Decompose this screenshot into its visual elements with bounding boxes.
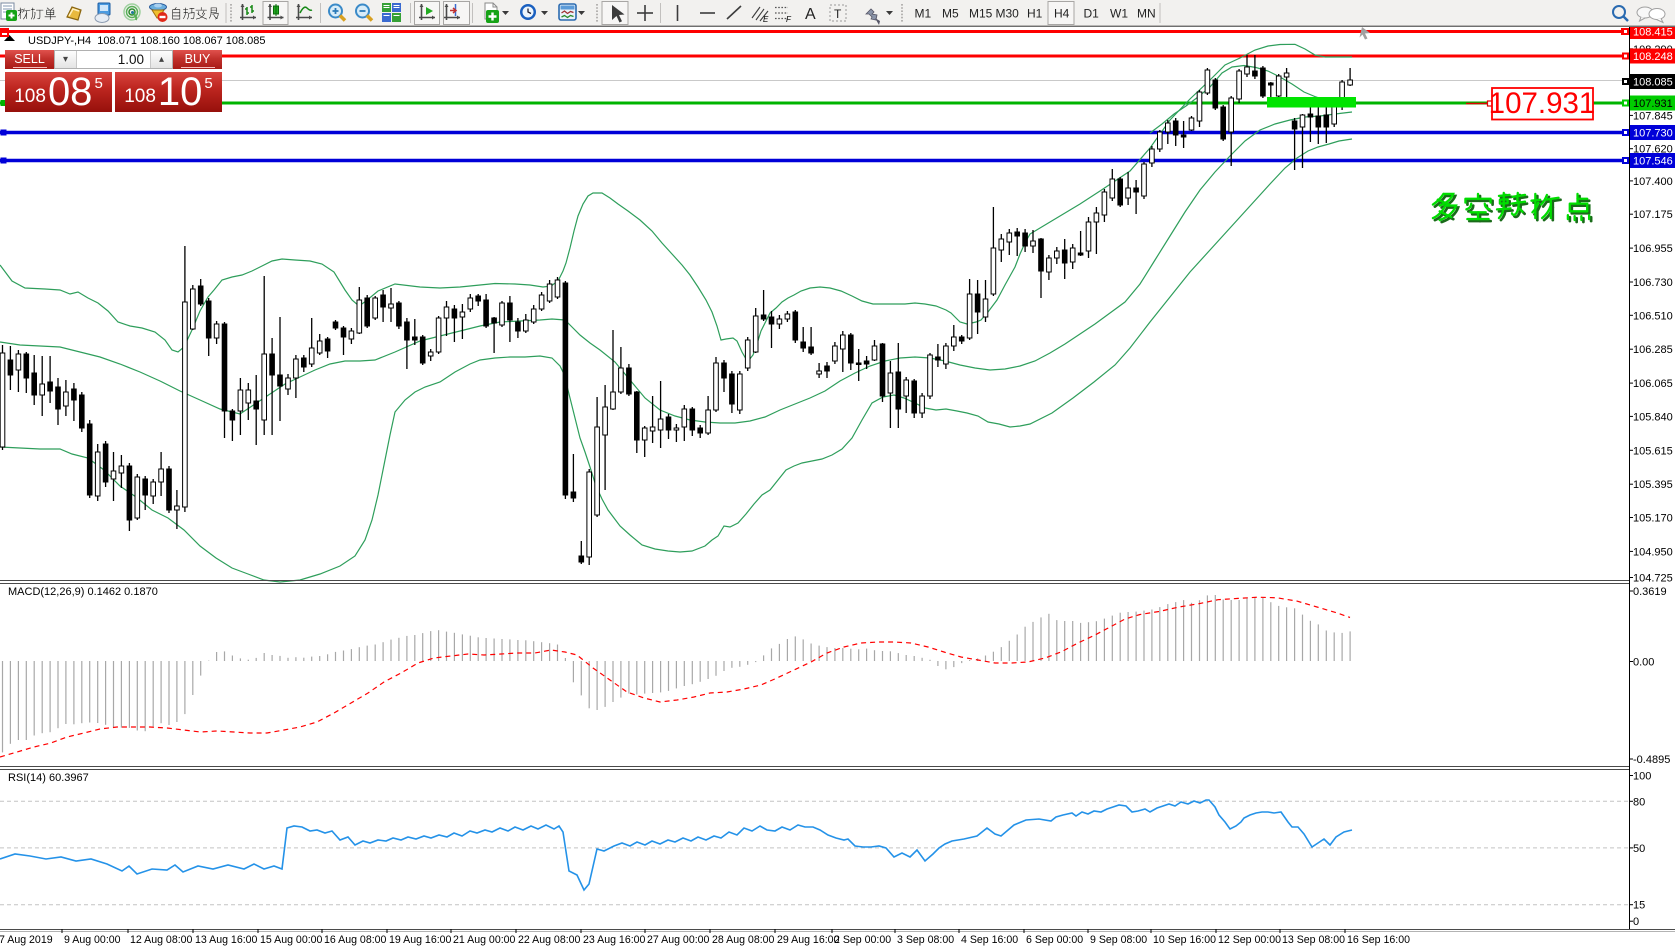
svg-text:0.3619: 0.3619 [1633, 586, 1667, 598]
svg-text:108.415: 108.415 [1633, 27, 1673, 39]
svg-text:-0.4895: -0.4895 [1633, 754, 1670, 766]
svg-text:H1: H1 [1027, 7, 1043, 21]
svg-text:105.840: 105.840 [1633, 411, 1673, 423]
svg-text:100: 100 [1633, 771, 1651, 783]
svg-text:MN: MN [1137, 7, 1156, 21]
svg-text:M5: M5 [942, 7, 959, 21]
svg-text:104.725: 104.725 [1633, 573, 1673, 585]
svg-text:6 Sep 00:00: 6 Sep 00:00 [1026, 934, 1083, 946]
svg-text:M30: M30 [996, 7, 1020, 21]
svg-text:29 Aug 16:00: 29 Aug 16:00 [777, 934, 840, 946]
svg-text:4 Sep 16:00: 4 Sep 16:00 [961, 934, 1018, 946]
svg-text:T: T [834, 7, 842, 21]
svg-text:7 Aug 2019: 7 Aug 2019 [0, 934, 53, 946]
svg-text:USDJPY-,H4 108.071 108.160 10: USDJPY-,H4 108.071 108.160 108.067 108.0… [28, 35, 266, 47]
svg-text:13 Sep 08:00: 13 Sep 08:00 [1282, 934, 1345, 946]
svg-text:107.931: 107.931 [1489, 87, 1596, 120]
svg-text:21 Aug 00:00: 21 Aug 00:00 [453, 934, 516, 946]
svg-text:0: 0 [1633, 916, 1639, 928]
svg-text:105.615: 105.615 [1633, 445, 1673, 457]
svg-text:106.955: 106.955 [1633, 243, 1673, 255]
svg-text:23 Aug 16:00: 23 Aug 16:00 [583, 934, 646, 946]
svg-text:W1: W1 [1110, 7, 1128, 21]
svg-text:107.400: 107.400 [1633, 176, 1673, 188]
svg-text:106.065: 106.065 [1633, 378, 1673, 390]
svg-text:0.00: 0.00 [1633, 657, 1654, 669]
svg-text:MACD(12,26,9) 0.1462 0.1870: MACD(12,26,9) 0.1462 0.1870 [8, 586, 158, 598]
svg-text:106.510: 106.510 [1633, 310, 1673, 322]
svg-text:106.285: 106.285 [1633, 344, 1673, 356]
svg-text:E: E [763, 15, 769, 24]
svg-text:107.730: 107.730 [1633, 128, 1673, 140]
svg-text:RSI(14) 60.3967: RSI(14) 60.3967 [8, 772, 89, 784]
svg-text:22 Aug 08:00: 22 Aug 08:00 [518, 934, 581, 946]
svg-text:2 Sep 00:00: 2 Sep 00:00 [834, 934, 891, 946]
svg-text:107.931: 107.931 [1633, 98, 1673, 110]
svg-text:16 Aug 08:00: 16 Aug 08:00 [324, 934, 387, 946]
svg-text:3 Sep 08:00: 3 Sep 08:00 [897, 934, 954, 946]
svg-text:13 Aug 16:00: 13 Aug 16:00 [195, 934, 258, 946]
svg-text:28 Aug 08:00: 28 Aug 08:00 [712, 934, 775, 946]
svg-text:H4: H4 [1054, 7, 1070, 21]
svg-text:105.395: 105.395 [1633, 479, 1673, 491]
svg-text:F: F [786, 15, 792, 24]
svg-text:80: 80 [1633, 796, 1645, 808]
svg-text:104.950: 104.950 [1633, 546, 1673, 558]
svg-text:9 Sep 08:00: 9 Sep 08:00 [1090, 934, 1147, 946]
svg-text:12 Sep 00:00: 12 Sep 00:00 [1218, 934, 1281, 946]
svg-text:106.730: 106.730 [1633, 277, 1673, 289]
svg-text:107.546: 107.546 [1633, 156, 1673, 168]
svg-text:D1: D1 [1084, 7, 1100, 21]
svg-text:15: 15 [1633, 900, 1645, 912]
svg-text:10 Sep 16:00: 10 Sep 16:00 [1153, 934, 1216, 946]
svg-text:M1: M1 [915, 7, 932, 21]
svg-text:107.845: 107.845 [1633, 110, 1673, 122]
svg-text:M15: M15 [969, 7, 993, 21]
svg-text:19 Aug 16:00: 19 Aug 16:00 [389, 934, 452, 946]
svg-text:108.248: 108.248 [1633, 51, 1673, 63]
svg-text:9 Aug 00:00: 9 Aug 00:00 [64, 934, 121, 946]
svg-text:105.170: 105.170 [1633, 513, 1673, 525]
svg-text:107.175: 107.175 [1633, 209, 1673, 221]
svg-text:27 Aug 00:00: 27 Aug 00:00 [647, 934, 710, 946]
svg-text:107.620: 107.620 [1633, 144, 1673, 156]
svg-text:50: 50 [1633, 843, 1645, 855]
svg-text:16 Sep 16:00: 16 Sep 16:00 [1347, 934, 1410, 946]
svg-text:108.085: 108.085 [1633, 77, 1673, 89]
svg-text:12 Aug 08:00: 12 Aug 08:00 [130, 934, 193, 946]
svg-text:15 Aug 00:00: 15 Aug 00:00 [260, 934, 323, 946]
svg-text:A: A [805, 6, 816, 23]
